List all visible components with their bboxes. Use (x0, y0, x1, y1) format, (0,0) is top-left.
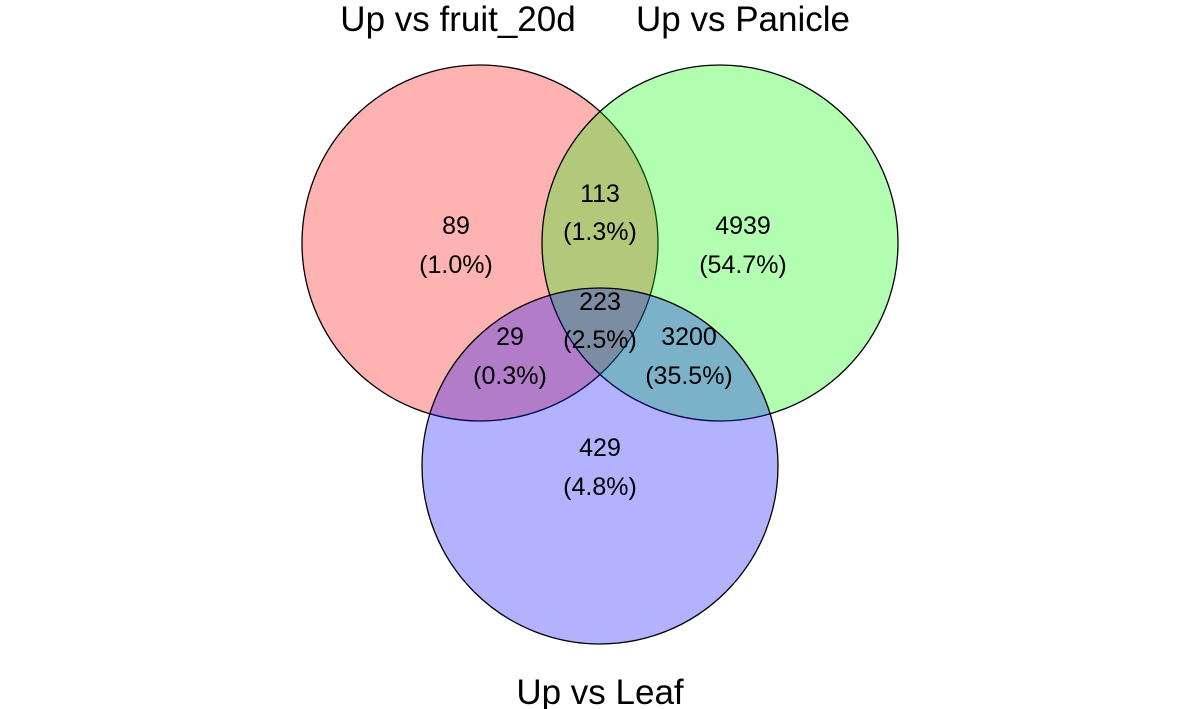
region-percent-panicle-leaf: (35.5%) (645, 362, 733, 390)
region-count-fruit-only: 89 (442, 212, 470, 240)
region-percent-leaf-only: (4.8%) (563, 473, 637, 501)
circle-up-vs-fruit-20d (301, 64, 659, 422)
set-title-up-vs-leaf: Up vs Leaf (516, 673, 684, 709)
region-count-panicle-only: 4939 (715, 212, 771, 240)
set-title-up-vs-fruit-20d: Up vs fruit_20d (340, 0, 575, 39)
region-count-fruit-panicle: 113 (580, 180, 620, 208)
region-percent-fruit-leaf: (0.3%) (473, 362, 547, 390)
region-percent-fruit-panicle: (1.3%) (563, 218, 637, 246)
region-percent-panicle-only: (54.7%) (699, 251, 787, 279)
region-percent-all-three: (2.5%) (563, 326, 637, 354)
circle-up-vs-leaf (421, 287, 779, 645)
region-count-leaf-only: 429 (579, 434, 621, 462)
circle-up-vs-panicle (541, 64, 899, 422)
region-percent-fruit-only: (1.0%) (419, 251, 493, 279)
region-count-all-three: 223 (579, 288, 621, 316)
set-title-up-vs-panicle: Up vs Panicle (636, 0, 850, 39)
region-count-fruit-leaf: 29 (496, 323, 524, 351)
region-count-panicle-leaf: 3200 (661, 323, 717, 351)
